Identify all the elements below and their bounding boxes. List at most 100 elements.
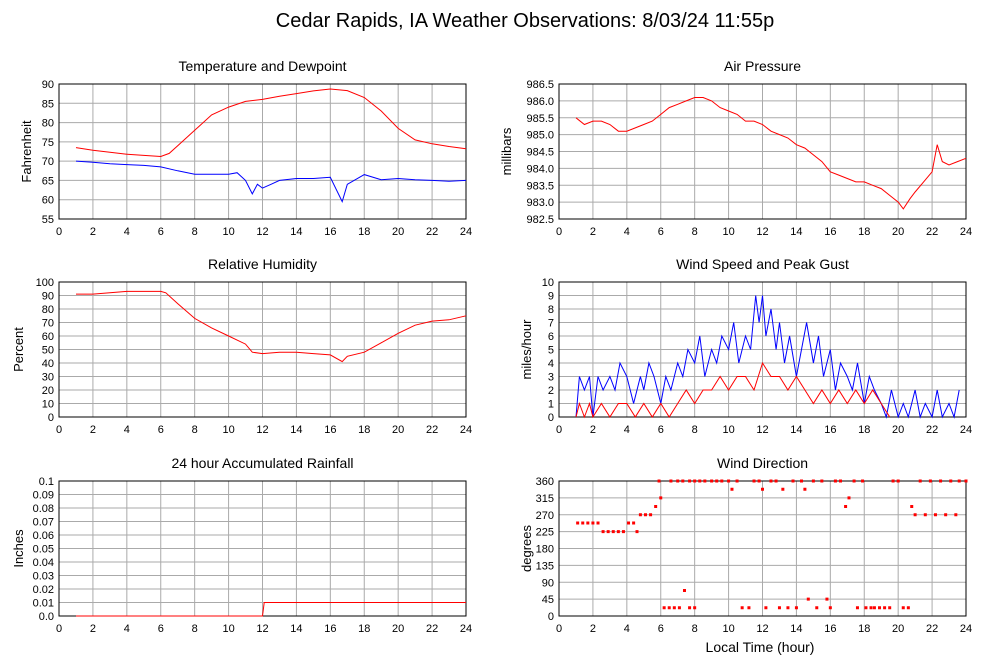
rain-xtick-label: 0 [56, 623, 62, 635]
pressure-xtick-label: 18 [858, 226, 870, 238]
pressure-ytick-label: 982.5 [526, 214, 554, 226]
temp-xtick-label: 2 [90, 226, 96, 238]
winddir-point [923, 513, 927, 517]
rain-xtick-label: 18 [358, 623, 370, 635]
wind-xtick-label: 6 [658, 424, 664, 436]
pressure-xtick-label: 0 [556, 226, 562, 238]
humidity-xtick-label: 18 [358, 424, 370, 436]
winddir-point [703, 479, 707, 483]
rain-ytick-label: 0.04 [33, 557, 54, 569]
rain-series-line-0 [76, 602, 466, 617]
winddir-point [928, 479, 932, 483]
winddir-point [606, 530, 610, 534]
pressure-title: Air Pressure [724, 58, 801, 74]
winddir-point [811, 479, 815, 483]
winddir-xtick-label: 12 [756, 623, 768, 635]
temp-xtick-label: 14 [290, 226, 302, 238]
temp-ylabel: Fahrenheit [19, 120, 34, 183]
winddir-point [806, 597, 810, 601]
winddir-point [757, 479, 761, 483]
winddir-point [643, 513, 647, 517]
temp-ytick-label: 80 [42, 118, 54, 130]
winddir-point [957, 479, 961, 483]
winddir-point [669, 479, 673, 483]
pressure-xtick-label: 24 [960, 226, 972, 238]
winddir-point [676, 479, 680, 483]
winddir-xtick-label: 14 [790, 623, 802, 635]
pressure-xtick-label: 14 [790, 226, 802, 238]
winddir-xtick-label: 8 [692, 623, 698, 635]
winddir-point [910, 505, 914, 508]
winddir-point [586, 521, 590, 525]
rain-ytick-label: 0.01 [33, 598, 54, 610]
winddir-point [803, 487, 807, 491]
winddir-xtick-label: 18 [858, 623, 870, 635]
humidity-ylabel: Percent [11, 327, 26, 372]
winddir-point [752, 479, 756, 483]
pressure-ytick-label: 986.5 [526, 79, 554, 91]
wind-ytick-label: 6 [548, 331, 554, 343]
temp-ytick-label: 90 [42, 79, 54, 91]
pressure-xtick-label: 16 [824, 226, 836, 238]
winddir-point [861, 479, 865, 483]
wind-ytick-label: 2 [548, 385, 554, 397]
winddir-point [855, 606, 859, 610]
winddir-point [825, 597, 829, 601]
wind-xtick-label: 12 [756, 424, 768, 436]
winddir-point [581, 521, 585, 525]
wind-ytick-label: 4 [548, 358, 554, 370]
winddir-ylabel: degrees [519, 525, 534, 572]
winddir-point [839, 479, 843, 483]
winddir-xtick-label: 2 [590, 623, 596, 635]
winddir-point [794, 606, 798, 610]
winddir-point [913, 513, 917, 517]
humidity-ytick-label: 70 [42, 318, 54, 330]
pressure-ytick-label: 984.5 [526, 147, 554, 159]
winddir-point [747, 606, 751, 610]
winddir-point [906, 606, 910, 610]
pressure-ylabel: millibars [499, 127, 514, 175]
wind-xtick-label: 18 [858, 424, 870, 436]
winddir-point [815, 606, 819, 610]
pressure-ytick-label: 986.0 [526, 96, 554, 108]
winddir-point [869, 606, 873, 610]
temp-xtick-label: 0 [56, 226, 62, 238]
rain-ytick-label: 0.08 [33, 503, 54, 515]
pressure-ytick-label: 985.0 [526, 130, 554, 142]
pressure-ytick-label: 985.5 [526, 113, 554, 125]
rain-ytick-label: 0.07 [33, 517, 54, 529]
humidity-xtick-label: 14 [290, 424, 302, 436]
winddir-point [918, 479, 922, 483]
pressure-xtick-label: 22 [926, 226, 938, 238]
winddir-point [667, 606, 671, 610]
pressure-ytick-label: 983.0 [526, 197, 554, 209]
temp-xtick-label: 16 [324, 226, 336, 238]
rain-xtick-label: 2 [90, 623, 96, 635]
temp-ytick-label: 60 [42, 195, 54, 207]
winddir-ytick-label: 135 [536, 560, 554, 572]
winddir-point [800, 479, 804, 483]
winddir-point [672, 606, 676, 610]
temp-xtick-label: 4 [124, 226, 130, 238]
wind-ytick-label: 1 [548, 399, 554, 411]
winddir-point [638, 513, 642, 517]
winddir-ytick-label: 315 [536, 493, 554, 505]
winddir-point [677, 606, 681, 610]
wind-ytick-label: 7 [548, 318, 554, 330]
pressure-ytick-label: 984.0 [526, 163, 554, 175]
temp-ytick-label: 75 [42, 137, 54, 149]
winddir-point [777, 606, 781, 610]
winddir-point [720, 479, 724, 483]
wind-xtick-label: 10 [722, 424, 734, 436]
winddir-point [693, 606, 697, 610]
pressure-xtick-label: 2 [590, 226, 596, 238]
wind-xtick-label: 14 [790, 424, 802, 436]
winddir-point [596, 521, 600, 525]
humidity-xtick-label: 4 [124, 424, 130, 436]
rain-ytick-label: 0.02 [33, 584, 54, 596]
rain-xtick-label: 16 [324, 623, 336, 635]
temp-xtick-label: 22 [426, 226, 438, 238]
temp-ytick-label: 85 [42, 98, 54, 110]
